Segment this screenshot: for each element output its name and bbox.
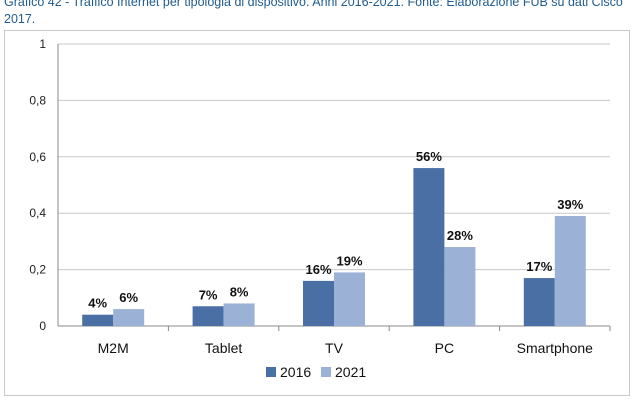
legend-label: 2021 bbox=[335, 364, 366, 380]
bar-2016-smartphone bbox=[523, 278, 555, 326]
y-tick-label: 0,2 bbox=[29, 263, 46, 277]
bar-2016-tablet bbox=[192, 306, 224, 326]
data-label: 6% bbox=[119, 290, 138, 305]
data-label: 16% bbox=[305, 262, 331, 277]
x-category-label: TV bbox=[325, 340, 344, 356]
chart-caption: Grafico 42 - Traffico Internet per tipol… bbox=[4, 0, 623, 26]
bar-2016-tv bbox=[303, 280, 334, 326]
bar-2021-tablet bbox=[223, 303, 255, 326]
y-tick-label: 0 bbox=[39, 319, 46, 333]
data-label: 28% bbox=[447, 228, 473, 243]
y-tick-label: 0,6 bbox=[29, 150, 46, 164]
data-label: 4% bbox=[88, 296, 107, 311]
x-category-label: Tablet bbox=[205, 340, 242, 356]
bar-2021-pc bbox=[444, 247, 476, 326]
y-tick-label: 0,8 bbox=[29, 93, 46, 107]
bar-2021-smartphone bbox=[554, 216, 586, 326]
bar-2021-tv bbox=[334, 272, 365, 326]
x-category-label: M2M bbox=[98, 340, 129, 356]
data-label: 17% bbox=[526, 259, 552, 274]
legend-swatch-2016 bbox=[266, 367, 276, 377]
y-tick-label: 0,4 bbox=[29, 206, 46, 220]
data-label: 56% bbox=[416, 149, 442, 164]
bar-2021-m2m bbox=[113, 309, 145, 326]
legend-swatch-2021 bbox=[321, 367, 331, 377]
y-tick-label: 1 bbox=[39, 37, 46, 51]
data-label: 7% bbox=[199, 287, 218, 302]
data-label: 19% bbox=[336, 253, 362, 268]
x-category-label: PC bbox=[435, 340, 454, 356]
x-category-label: Smartphone bbox=[517, 340, 593, 356]
bar-2016-m2m bbox=[82, 314, 114, 326]
data-label: 39% bbox=[557, 197, 583, 212]
legend-label: 2016 bbox=[280, 364, 311, 380]
data-label: 8% bbox=[230, 284, 249, 299]
bar-2016-pc bbox=[413, 168, 445, 326]
